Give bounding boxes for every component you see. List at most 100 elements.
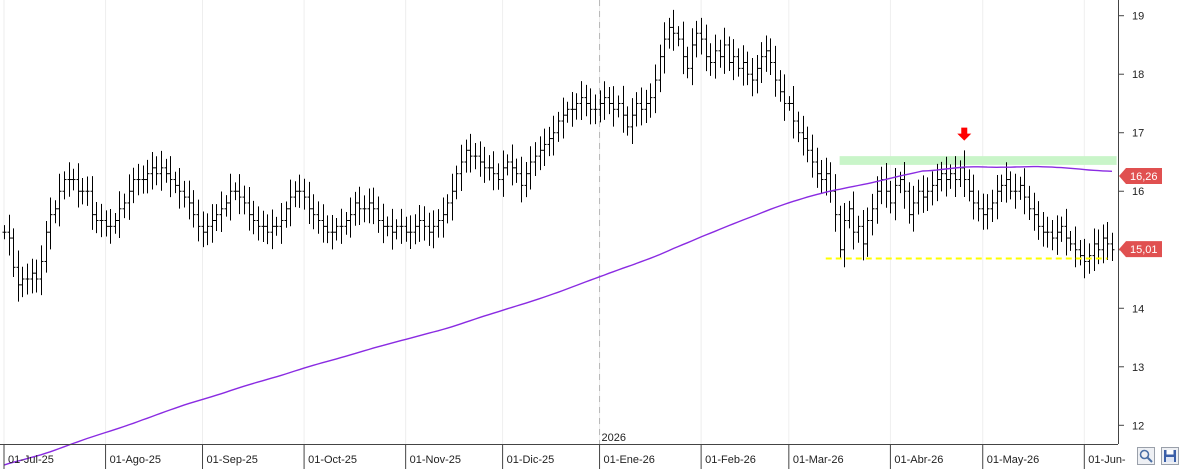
price-bar (487, 155, 492, 181)
price-bar (1059, 216, 1064, 242)
price-bar (607, 86, 612, 115)
price-bar (214, 204, 219, 232)
magnifier-icon (1139, 449, 1153, 463)
price-bar (815, 147, 820, 188)
price-bar (44, 221, 49, 273)
price-bar (2, 225, 7, 240)
price-bar (967, 169, 972, 202)
price-bar (1008, 171, 1013, 200)
price-bar (25, 263, 30, 295)
price-bar (791, 85, 796, 139)
price-bar (413, 214, 418, 245)
price-bar (431, 210, 436, 249)
price-bar (427, 212, 432, 246)
price-bar (99, 203, 104, 238)
price-bar (339, 208, 344, 244)
price-bar (611, 86, 616, 127)
moving-average-line (3, 165, 1113, 466)
save-button[interactable] (1161, 447, 1179, 465)
price-bar (685, 46, 690, 79)
price-bar (1022, 168, 1027, 215)
price-bar (579, 81, 584, 121)
x-tick-label: 01-Mar-26 (793, 454, 844, 466)
price-bar (57, 173, 62, 227)
price-bar (385, 216, 390, 237)
price-bar (205, 213, 210, 246)
price-bar (191, 190, 196, 228)
price-bar (671, 9, 676, 51)
price-bar (971, 174, 976, 220)
price-bar (265, 214, 270, 245)
price-bar (173, 171, 178, 194)
price-bar (94, 202, 99, 234)
arrow-down-icon (957, 127, 972, 141)
price-bar (288, 179, 293, 227)
price-bar (944, 156, 949, 197)
price-bar (1027, 185, 1032, 221)
price-bar (1068, 231, 1073, 251)
price-bar (838, 205, 843, 259)
price-bar (224, 195, 229, 217)
price-bar (20, 266, 25, 298)
price-bar (658, 44, 663, 93)
price-bar (408, 215, 413, 250)
price-bar (482, 146, 487, 183)
price-bar (473, 143, 478, 170)
price-bar (634, 92, 639, 127)
price-bar (422, 206, 427, 241)
price-bar (330, 214, 335, 250)
price-bar (824, 157, 829, 196)
moving-average-label: 16,26 (1130, 171, 1158, 183)
price-bar (519, 156, 524, 203)
price-bar (1050, 219, 1055, 251)
price-bar (334, 218, 339, 241)
price-bar (930, 171, 935, 206)
price-bar (164, 158, 169, 183)
price-bar (755, 55, 760, 94)
price-bar (676, 26, 681, 47)
price-bar (127, 174, 132, 220)
price-bar (805, 126, 810, 163)
price-bar (561, 97, 566, 139)
price-bar (436, 209, 441, 238)
price-bar (376, 196, 381, 233)
price-bar (150, 151, 155, 190)
price-bar (478, 141, 483, 177)
price-bar (34, 259, 39, 293)
price-bar (778, 70, 783, 102)
price-bar (1045, 216, 1050, 248)
price-bar (796, 111, 801, 143)
price-bar (394, 219, 399, 240)
price-bar (990, 189, 995, 222)
price-bar (1064, 208, 1069, 256)
price-bar (196, 199, 201, 242)
price-bar (311, 194, 316, 230)
y-tick-label: 13 (1132, 362, 1144, 374)
price-bar (67, 162, 72, 197)
price-bar (464, 139, 469, 173)
price-bar (565, 101, 570, 123)
price-bar (810, 134, 815, 178)
price-bar (104, 210, 109, 237)
price-bar (764, 35, 769, 72)
zoom-button[interactable] (1137, 447, 1155, 465)
price-bar (122, 193, 127, 219)
price-bar (787, 96, 792, 111)
price-bar (108, 208, 113, 244)
price-bar (1055, 215, 1060, 255)
x-tick-label: 01-Jul-25 (8, 454, 54, 466)
price-bar (939, 161, 944, 192)
y-tick-label: 16 (1132, 186, 1144, 198)
price-bar (699, 17, 704, 55)
price-bar (1013, 173, 1018, 209)
price-bar (284, 201, 289, 228)
price-bar (279, 203, 284, 244)
price-bar (459, 144, 464, 191)
price-bar (399, 208, 404, 244)
price-bar (233, 182, 238, 201)
y-tick-label: 18 (1132, 69, 1144, 81)
price-bar (367, 188, 372, 224)
price-bar (722, 27, 727, 74)
price-bar (625, 106, 630, 136)
price-bar (616, 95, 621, 118)
